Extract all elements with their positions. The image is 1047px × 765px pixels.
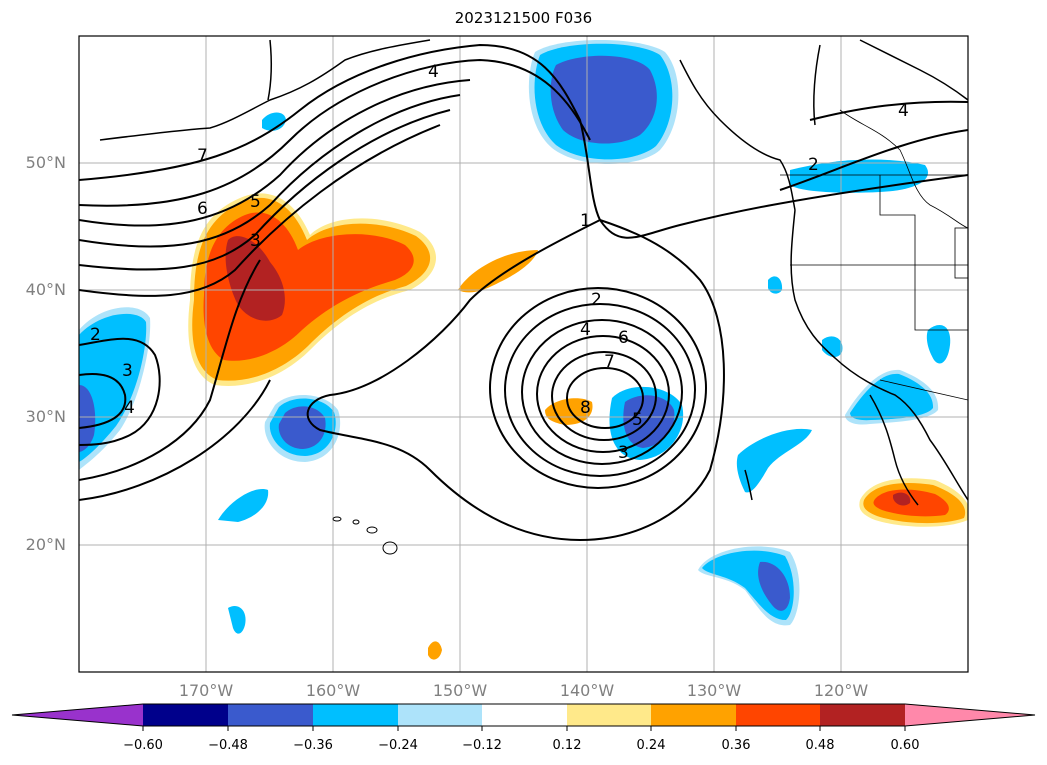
map-gridlines	[79, 36, 968, 672]
contour-label: 2	[591, 290, 602, 310]
colorbar-segment	[820, 704, 905, 726]
lon-label-140w: 140°W	[559, 681, 615, 700]
lon-label-150w: 150°W	[432, 681, 488, 700]
negative-anomaly-cutoff-low	[609, 386, 684, 460]
contour-label: 2	[808, 155, 819, 175]
contour-label: 6	[197, 199, 208, 219]
colorbar-over-triangle	[905, 704, 1035, 726]
contour-label: 3	[122, 361, 133, 381]
colorbar-segment	[567, 704, 651, 726]
colorbar-segment	[143, 704, 228, 726]
positive-anomaly-small-north	[458, 250, 538, 293]
contour-labels: 4 7 6 5 3 1 2 4 6 7 8 5 3 2 3 4 2 4	[90, 62, 909, 463]
contour-label: 3	[250, 231, 261, 251]
pressure-contours	[79, 43, 968, 542]
lat-label-20n: 20°N	[25, 535, 66, 554]
contour-label: 3	[618, 443, 629, 463]
lat-label-50n: 50°N	[25, 153, 66, 172]
positive-anomaly-small-south	[428, 641, 442, 660]
colorbar	[11, 703, 1036, 731]
contour-label: 7	[197, 146, 208, 166]
negative-anomaly-southeast	[698, 546, 800, 626]
contour-label: 4	[124, 398, 135, 418]
negative-anomaly-socal	[845, 369, 939, 425]
contour-label: 4	[428, 62, 439, 82]
negative-anomaly-small-5	[822, 336, 843, 358]
negative-anomaly-small-3	[262, 112, 286, 131]
colorbar-under-triangle	[12, 704, 143, 726]
state-borders	[780, 109, 968, 401]
negative-anomaly-nevada	[926, 325, 951, 364]
colorbar-tick-label: 0.12	[552, 738, 582, 753]
colorbar-tick-label: 0.36	[721, 738, 751, 753]
map-frame	[78, 35, 969, 673]
negative-anomaly-small-4	[768, 276, 783, 294]
lon-label-120w: 120°W	[813, 681, 869, 700]
lon-label-160w: 160°W	[305, 681, 361, 700]
colorbar-segment	[228, 704, 313, 726]
colorbar-tick-label: −0.60	[123, 738, 163, 753]
lat-label-30n: 30°N	[25, 407, 66, 426]
negative-anomaly-baja-west	[736, 428, 812, 493]
colorbar-segment	[736, 704, 820, 726]
contour-label: 4	[580, 320, 591, 340]
colorbar-tick-label: −0.12	[462, 738, 502, 753]
contour-label: 1	[580, 211, 591, 231]
hawaii-islands	[332, 516, 398, 555]
colorbar-tick-label: 0.24	[636, 738, 666, 753]
colorbar-tick-label: 0.48	[805, 738, 835, 753]
lon-label-130w: 130°W	[686, 681, 742, 700]
contour-label: 5	[632, 410, 643, 430]
positive-anomaly-baja	[859, 478, 968, 527]
colorbar-segment	[482, 704, 567, 726]
lat-label-40n: 40°N	[25, 280, 66, 299]
contour-label: 4	[898, 101, 909, 121]
negative-anomaly-small-2	[228, 605, 246, 634]
contour-label: 5	[250, 192, 261, 212]
map-title: 2023121500 F036	[454, 9, 593, 27]
colorbar-segment	[398, 704, 482, 726]
contour-label: 6	[618, 328, 629, 348]
contour-label: 2	[90, 325, 101, 345]
colorbar-segment	[651, 704, 736, 726]
negative-anomaly-gulf-of-alaska	[528, 40, 679, 164]
contour-label: 7	[604, 352, 615, 372]
colorbar-tick-label: −0.48	[208, 738, 248, 753]
colorbar-tick-label: −0.24	[378, 738, 418, 753]
colorbar-tick-label: −0.36	[293, 738, 333, 753]
lon-label-170w: 170°W	[178, 681, 234, 700]
negative-anomaly-central	[264, 394, 341, 462]
colorbar-segment	[313, 704, 398, 726]
negative-anomaly-small-1	[218, 489, 269, 522]
positive-anomaly-west	[188, 193, 437, 386]
contour-label: 8	[580, 398, 591, 418]
positive-anomaly-cutoff-low	[545, 398, 593, 425]
colorbar-tick-label: 0.60	[890, 738, 920, 753]
